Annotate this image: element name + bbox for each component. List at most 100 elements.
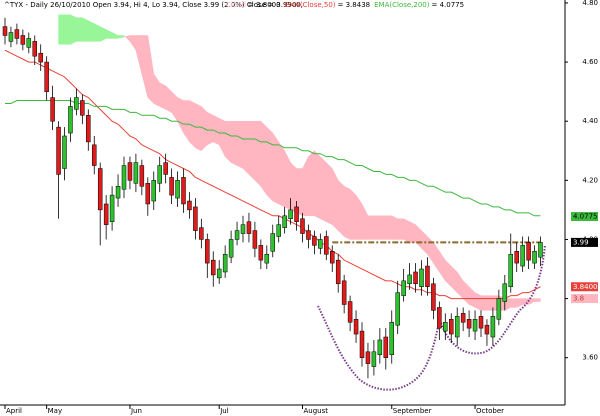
cloud-segment (236, 120, 244, 169)
candle-body (324, 236, 329, 255)
ema50-last-label: 3.8400 (573, 283, 598, 291)
legend-name: Cloud (226, 1, 246, 9)
cloud-segment (254, 120, 262, 187)
candle-body (175, 180, 180, 199)
cloud-segment (534, 298, 541, 302)
legend-value: = 3.8000 (248, 1, 281, 9)
cloud-segment (367, 215, 375, 240)
cloud-segment (58, 14, 65, 45)
cloud-segment (70, 14, 77, 45)
cloud-segment (480, 295, 488, 311)
cloud-segment (308, 150, 315, 217)
cloud-segment (474, 292, 482, 311)
candle-body (413, 271, 418, 285)
legend-name: EMA(Close,50) (285, 1, 336, 9)
y-tick-label: 3.60 (582, 354, 598, 362)
legend-value: = 4.0775 (431, 1, 464, 9)
cloud-segment (373, 215, 381, 240)
candle-body (14, 29, 20, 39)
candle-body (401, 280, 406, 296)
candle-body (437, 307, 442, 329)
candle-body (514, 251, 519, 264)
candle-body (205, 239, 210, 264)
cloud-last-label: 3.8 (573, 295, 584, 303)
candle-body (270, 233, 275, 252)
y-tick-label: 4.60 (582, 58, 598, 66)
cloud-segment (403, 218, 410, 243)
candle-body (318, 239, 323, 249)
cloud-segment (82, 17, 89, 42)
candle-body (121, 165, 127, 190)
candle-body (38, 52, 43, 63)
cloud-segment (88, 20, 95, 42)
cloud-segment (260, 120, 268, 196)
candle-body (163, 162, 168, 175)
candle-body (62, 135, 67, 169)
candle-body (2, 26, 8, 36)
candle-body (526, 242, 531, 261)
candle-body (276, 224, 281, 237)
candle-body (86, 115, 91, 143)
x-tick-label: September (393, 407, 432, 415)
cloud-segment (385, 215, 392, 240)
candle-body (92, 144, 97, 166)
candle-body (228, 239, 234, 258)
cloud-segment (64, 14, 71, 45)
close-last-label: 3.99 (573, 238, 589, 246)
candle-body (151, 180, 156, 202)
cup-annotation (317, 305, 441, 391)
candle-body (341, 280, 347, 305)
cloud-segment (272, 132, 279, 205)
candle-body (234, 230, 240, 240)
candle-body (538, 242, 543, 258)
candle-body (211, 259, 216, 276)
cloud-segment (76, 17, 83, 42)
candle-body (300, 218, 305, 234)
x-tick-label: October (476, 407, 504, 415)
candle-body (484, 324, 490, 335)
candle-body (68, 106, 73, 134)
cloud-segment (230, 120, 238, 166)
y-tick-label: 4.40 (582, 117, 598, 125)
cloud-segment (207, 111, 214, 146)
cloud-segment (391, 215, 398, 240)
candle-body (288, 209, 293, 220)
cloud-segment (242, 120, 250, 176)
x-tick-label: May (48, 407, 62, 415)
cloud-segment (379, 215, 387, 240)
candle-body (240, 224, 246, 234)
cloud-segment (159, 82, 166, 110)
candle-body (532, 251, 537, 264)
candle-body (466, 319, 472, 329)
candle-body (371, 351, 377, 367)
candle-body (8, 32, 14, 42)
candle-body (80, 100, 85, 116)
close-last-box (571, 237, 598, 247)
candle-body (454, 316, 460, 338)
candle-body (449, 319, 454, 335)
cloud-segment (349, 188, 357, 240)
candle-body (490, 316, 496, 338)
candle-body (294, 206, 299, 222)
candle-body (330, 251, 335, 264)
candle-body (145, 183, 151, 205)
legend-name: EMA(Close,200) (374, 1, 430, 9)
cloud-segment (510, 298, 517, 308)
candle-body (193, 206, 198, 231)
candle-body (335, 259, 341, 285)
line-layer (4, 49, 541, 300)
chart-title: ^TYX - Daily 26/10/2010 Open 3.94, Hi 4,… (4, 1, 303, 9)
candle-layer (2, 17, 543, 379)
candle-body (431, 283, 436, 311)
cloud-layer (58, 14, 541, 311)
cloud-last-box (571, 294, 598, 304)
cloud-segment (397, 218, 404, 240)
cloud-segment (337, 179, 345, 238)
ema-line (5, 100, 541, 217)
candle-body (20, 35, 26, 45)
candle-body (44, 61, 49, 92)
candle-body (407, 274, 412, 285)
candle-body (115, 185, 121, 199)
cloud-segment (326, 161, 333, 226)
